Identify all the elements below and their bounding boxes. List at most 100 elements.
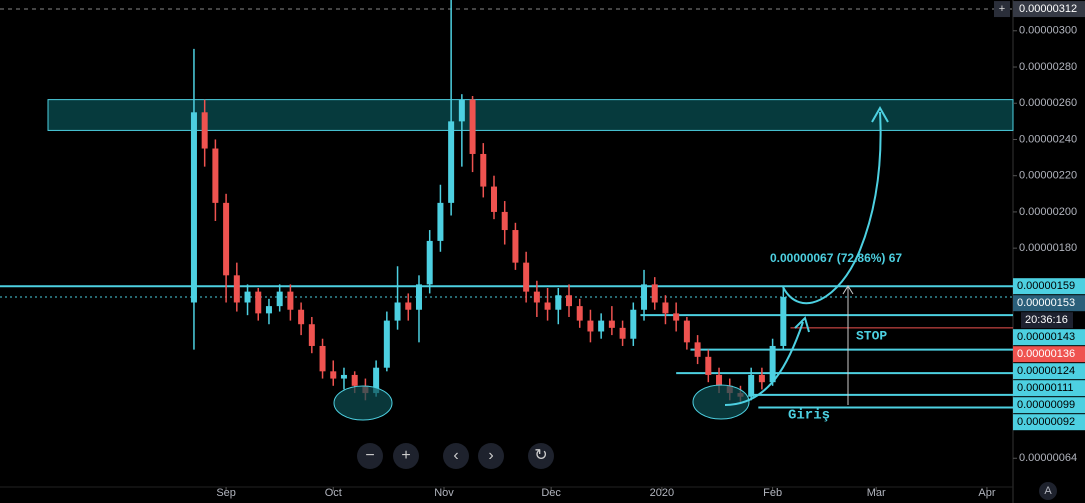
- candle-body: [683, 320, 690, 343]
- price-label: 0.00000159: [1017, 280, 1075, 292]
- candle-body: [566, 295, 573, 307]
- x-tick-label: Apr: [978, 487, 995, 499]
- price-label: 0.00000136: [1017, 348, 1075, 360]
- candle-body: [673, 313, 680, 321]
- x-tick-label: Sep: [216, 487, 236, 499]
- price-label-bg: [1013, 295, 1085, 312]
- price-label: 0.00000143: [1017, 331, 1075, 343]
- x-tick-label: Mar: [867, 487, 886, 499]
- price-label-bg: [1013, 363, 1085, 380]
- candle-body: [373, 367, 380, 394]
- price-label: 0.00000124: [1017, 365, 1075, 377]
- price-label: 0.00000111: [1017, 382, 1073, 394]
- candle-body: [662, 302, 669, 314]
- candle-body: [608, 320, 615, 328]
- candle-body: [426, 240, 433, 285]
- candle-body: [383, 320, 390, 368]
- candle-body: [630, 309, 637, 339]
- toolbar-button-label: −: [365, 447, 374, 464]
- corner-button[interactable]: A: [1039, 482, 1057, 500]
- toolbar-button-label: +: [401, 447, 410, 464]
- candle-body: [458, 99, 465, 122]
- countdown: 20:36:16: [1025, 314, 1068, 326]
- toolbar-button-label: ‹: [453, 447, 458, 464]
- toolbar-button[interactable]: +: [393, 443, 419, 469]
- price-label-bg: [1013, 278, 1085, 295]
- price-label-bg: [1013, 414, 1085, 431]
- candle-body: [694, 342, 701, 357]
- ellipse-marker: [692, 384, 750, 420]
- candle-body: [501, 211, 508, 231]
- candle-body: [437, 202, 444, 241]
- price-label-bg: [1013, 329, 1085, 346]
- candle-body: [265, 306, 272, 314]
- candle-body: [780, 297, 787, 346]
- add-button-label: +: [999, 3, 1005, 15]
- x-tick-label: Feb: [763, 487, 782, 499]
- x-tick-label: 2020: [650, 487, 674, 499]
- y-tick-label: 0.00000260: [1019, 97, 1077, 109]
- y-tick-label: 0.00000300: [1019, 25, 1077, 37]
- candle-body: [340, 374, 347, 379]
- candle-body: [223, 202, 230, 276]
- candle-body: [490, 186, 497, 212]
- candle-body: [298, 309, 305, 325]
- candle-body: [276, 291, 283, 307]
- toolbar-button-bg: [528, 443, 554, 469]
- toolbar-button[interactable]: ‹: [443, 443, 469, 469]
- entry-arrow: [724, 316, 810, 406]
- candle-body: [351, 374, 358, 386]
- candle-body: [330, 371, 337, 379]
- candle-body: [480, 153, 487, 187]
- corner-button-label: A: [1044, 485, 1052, 497]
- x-tick-label: Dec: [541, 487, 561, 499]
- toolbar-button-bg: [357, 443, 383, 469]
- candle-body: [716, 374, 723, 386]
- candle-body: [651, 284, 658, 303]
- toolbar-button-bg: [393, 443, 419, 469]
- y-tick-label: 0.00000064: [1019, 452, 1077, 464]
- add-button-bg: [994, 1, 1010, 18]
- candle-body: [705, 356, 712, 375]
- price-label: 0.00000099: [1017, 399, 1075, 411]
- y-tick-label: 0.00000280: [1019, 61, 1077, 73]
- candle-body: [244, 291, 251, 303]
- candle-body: [523, 262, 530, 292]
- price-label: 0.00000153: [1017, 297, 1075, 309]
- toolbar-button-label: ›: [488, 447, 493, 464]
- price-label-bg: [1013, 346, 1085, 363]
- toolbar-button[interactable]: −: [357, 443, 383, 469]
- target-arrow: [782, 105, 889, 305]
- x-tick-label: Oct: [325, 487, 342, 499]
- candle-body: [619, 327, 626, 339]
- toolbar-button[interactable]: ↻: [528, 443, 554, 469]
- candle-body: [212, 148, 219, 203]
- candle-body: [319, 345, 326, 372]
- candle-body: [598, 320, 605, 332]
- candle-body: [394, 302, 401, 321]
- y-tick-label: 0.00000180: [1019, 242, 1077, 254]
- candle-body: [587, 320, 594, 332]
- y-tick-label: 0.00000240: [1019, 133, 1077, 145]
- candle-body: [233, 275, 240, 303]
- corner-button-bg: [1039, 482, 1057, 500]
- candle-body: [469, 99, 476, 154]
- candle-body: [576, 306, 583, 321]
- candle-body: [544, 302, 551, 310]
- price-label-bg: [1013, 380, 1085, 397]
- crosshair-label: 0.00000312: [1019, 3, 1077, 15]
- add-button[interactable]: +: [994, 1, 1010, 18]
- candle-body: [533, 291, 540, 303]
- price-label-bg: [1013, 397, 1085, 414]
- candle-body: [758, 374, 765, 383]
- toolbar-button-label: ↻: [534, 447, 547, 464]
- candle-body: [201, 112, 208, 149]
- toolbar-button[interactable]: ›: [478, 443, 504, 469]
- candle-body: [415, 284, 422, 310]
- entry-label: Giriş: [788, 408, 830, 424]
- ellipse-marker: [333, 385, 393, 421]
- candle-body: [448, 121, 455, 203]
- candle-body: [287, 291, 294, 310]
- price-label: 0.00000092: [1017, 416, 1075, 428]
